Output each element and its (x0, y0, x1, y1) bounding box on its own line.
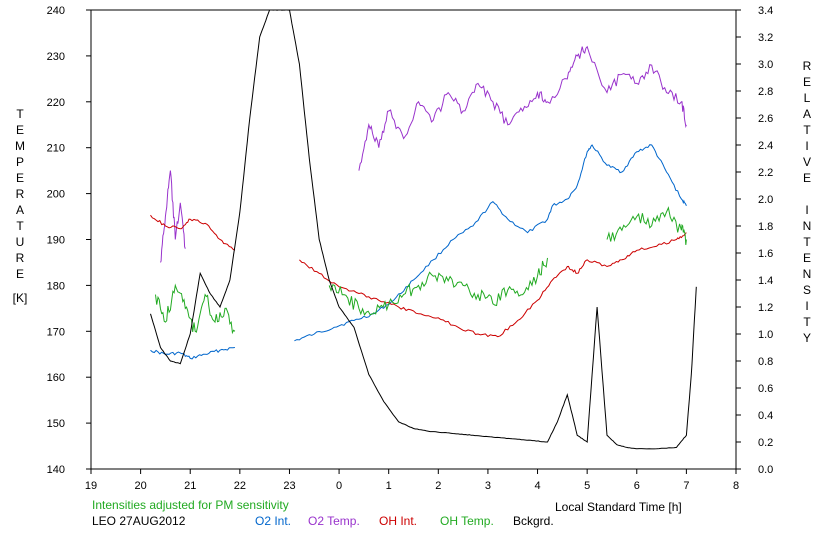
y-left-label-letter: [K] (12, 291, 28, 305)
y-left-tick-label: 200 (47, 189, 65, 201)
y-right-label-letter: A (802, 107, 811, 121)
x-tick-label: 19 (85, 480, 97, 492)
x-tick-label: 23 (283, 480, 295, 492)
y-left-tick-label: 210 (47, 143, 65, 155)
y-right-label-letter: T (803, 235, 811, 249)
legend-item: O2 Int. (255, 514, 292, 528)
series-o2-int-line (294, 144, 687, 342)
y-left-label-letter: T (16, 219, 24, 233)
y-left-label-letter: T (16, 107, 24, 121)
x-tick-label: 1 (386, 480, 392, 492)
y-axis-label-left: T E M P E R A T U R E [K] (10, 106, 30, 306)
y-right-label-letter: I (805, 139, 809, 153)
y-left-label-letter: U (15, 235, 25, 249)
y-left-tick-label: 190 (47, 235, 65, 247)
legend-item: OH Temp. (440, 514, 494, 528)
y-right-tick-label: 2.2 (758, 167, 773, 179)
x-tick-label: 8 (733, 480, 739, 492)
y-right-tick-label: 1.2 (758, 302, 773, 314)
y-left-label-letter: A (15, 203, 24, 217)
series-oh-int-line (150, 214, 236, 251)
y-right-tick-label: 0.6 (758, 383, 773, 395)
y-right-label-letter: I (805, 299, 809, 313)
y-right-tick-label: 0.4 (758, 410, 773, 422)
y-right-label-letter: R (802, 59, 812, 73)
y-right-tick-label: 2.0 (758, 194, 773, 206)
x-tick-label: 5 (584, 480, 590, 492)
y-left-label-letter: R (15, 187, 25, 201)
y-right-tick-label: 2.8 (758, 86, 773, 98)
y-right-tick-label: 2.6 (758, 113, 773, 125)
y-right-label-letter: T (803, 123, 811, 137)
label-gap (797, 186, 817, 202)
y-right-tick-label: 2.4 (758, 140, 773, 152)
y-right-label-letter: T (803, 315, 811, 329)
y-left-tick-label: 160 (47, 372, 65, 384)
plot-frame (90, 9, 737, 470)
label-gap (10, 282, 30, 290)
x-tick-label: 4 (534, 480, 540, 492)
y-left-label-letter: E (15, 171, 24, 185)
x-tick-label: 7 (683, 480, 689, 492)
x-tick-label: 6 (634, 480, 640, 492)
y-left-tick-label: 220 (47, 97, 65, 109)
y-right-label-letter: E (802, 171, 811, 185)
x-axis-label: Local Standard Time [h] (555, 500, 682, 514)
x-tick-label: 21 (184, 480, 196, 492)
y-right-label-letter: E (802, 251, 811, 265)
y-left-tick-label: 170 (47, 326, 65, 338)
y-right-tick-label: 1.0 (758, 329, 773, 341)
x-tick-label: 2 (435, 480, 441, 492)
y-right-tick-label: 3.4 (758, 5, 773, 17)
y-right-label-letter: I (805, 203, 809, 217)
y-right-label-letter: Y (802, 331, 811, 345)
series-bckgrd-line (150, 9, 697, 450)
y-right-label-letter: V (802, 155, 811, 169)
y-right-tick-label: 0.0 (758, 464, 773, 476)
y-left-label-letter: P (15, 155, 24, 169)
series-o2-temp-line (358, 45, 687, 171)
x-tick-label: 3 (485, 480, 491, 492)
y-right-label-letter: N (802, 219, 812, 233)
y-left-tick-label: 140 (47, 464, 65, 476)
y-left-label-letter: R (15, 251, 25, 265)
y-right-label-letter: E (802, 75, 811, 89)
series-o2-int-line (150, 347, 235, 360)
series-o2-temp-line (160, 170, 186, 263)
x-tick-label: 22 (234, 480, 246, 492)
y-left-tick-label: 150 (47, 418, 65, 430)
x-tick-label: 20 (134, 480, 146, 492)
y-left-tick-label: 240 (47, 5, 65, 17)
y-right-tick-label: 3.2 (758, 32, 773, 44)
y-right-label-letter: L (803, 91, 811, 105)
y-right-label-letter: S (802, 283, 811, 297)
legend-item: O2 Temp. (308, 514, 360, 528)
series-oh-temp-line (328, 257, 548, 317)
y-left-label-letter: M (15, 139, 25, 153)
y-right-tick-label: 3.0 (758, 59, 773, 71)
y-left-label-letter: E (15, 123, 24, 137)
y-right-label-letter: N (802, 267, 812, 281)
y-right-tick-label: 0.8 (758, 356, 773, 368)
legend-item: OH Int. (379, 514, 418, 528)
series-oh-temp-line (155, 283, 236, 335)
station-label: LEO 27AUG2012 (92, 514, 186, 528)
series-oh-temp-line (606, 206, 687, 245)
pm-sensitivity-note: Intensities adjusted for PM sensitivity (92, 498, 289, 512)
y-right-tick-label: 1.4 (758, 275, 773, 287)
y-right-tick-label: 1.6 (758, 248, 773, 260)
legend-item: Bckgrd. (513, 514, 554, 528)
y-left-label-letter: E (15, 267, 24, 281)
x-tick-label: 0 (336, 480, 342, 492)
series-oh-int-line (299, 232, 687, 338)
y-right-tick-label: 0.2 (758, 437, 773, 449)
y-left-tick-label: 180 (47, 280, 65, 292)
y-right-tick-label: 1.8 (758, 221, 773, 233)
y-left-tick-label: 230 (47, 51, 65, 63)
